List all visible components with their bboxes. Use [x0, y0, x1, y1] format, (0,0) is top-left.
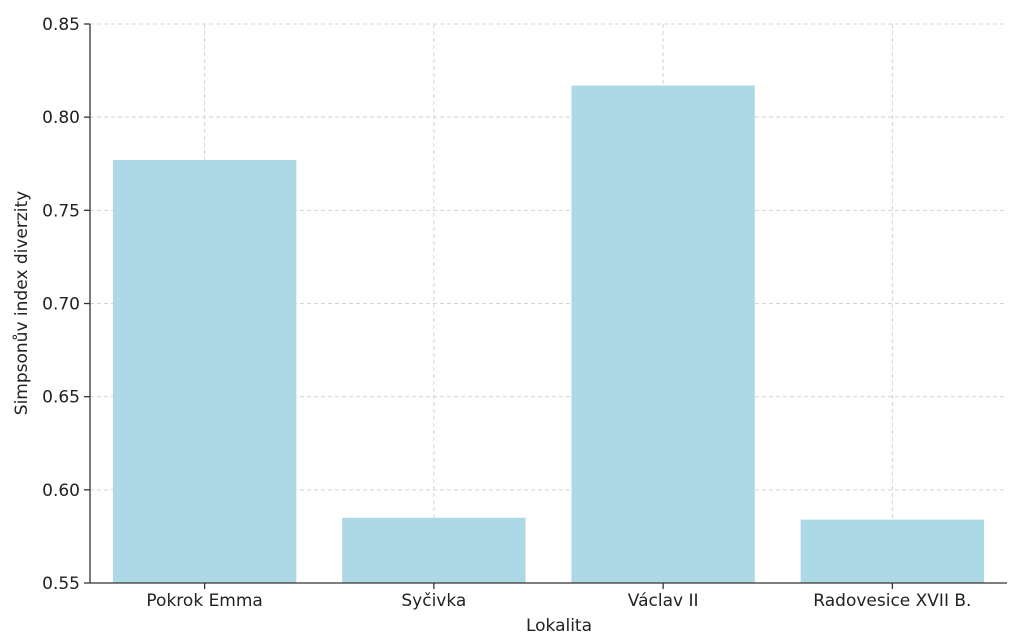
- y-tick-label: 0.80: [42, 108, 80, 128]
- axes-layer: 0.55 0.60 0.65 0.70 0.75 0.80 0.85 Pokrok Emma S…: [42, 15, 1007, 611]
- y-tick-label: 0.65: [42, 388, 80, 408]
- bar: [342, 517, 526, 583]
- y-tick-label: 0.55: [42, 574, 80, 594]
- bar: [112, 160, 297, 584]
- bars-layer: [112, 85, 985, 584]
- bar: [800, 519, 985, 583]
- x-tick-label: Václav II: [628, 591, 699, 611]
- x-tick-label: Pokrok Emma: [146, 591, 262, 611]
- bar: [571, 85, 755, 584]
- y-tick-label: 0.60: [42, 481, 80, 501]
- y-tick-label: 0.70: [42, 295, 80, 315]
- y-tick-label: 0.75: [42, 201, 80, 221]
- y-tick-label: 0.85: [42, 15, 80, 35]
- x-axis-title: Lokalita: [526, 616, 592, 634]
- y-axis-title: Simpsonův index diverzity: [12, 191, 32, 415]
- x-tick-label: Radovesice XVII B.: [813, 591, 971, 611]
- x-tick-label: Syčivka: [401, 591, 466, 611]
